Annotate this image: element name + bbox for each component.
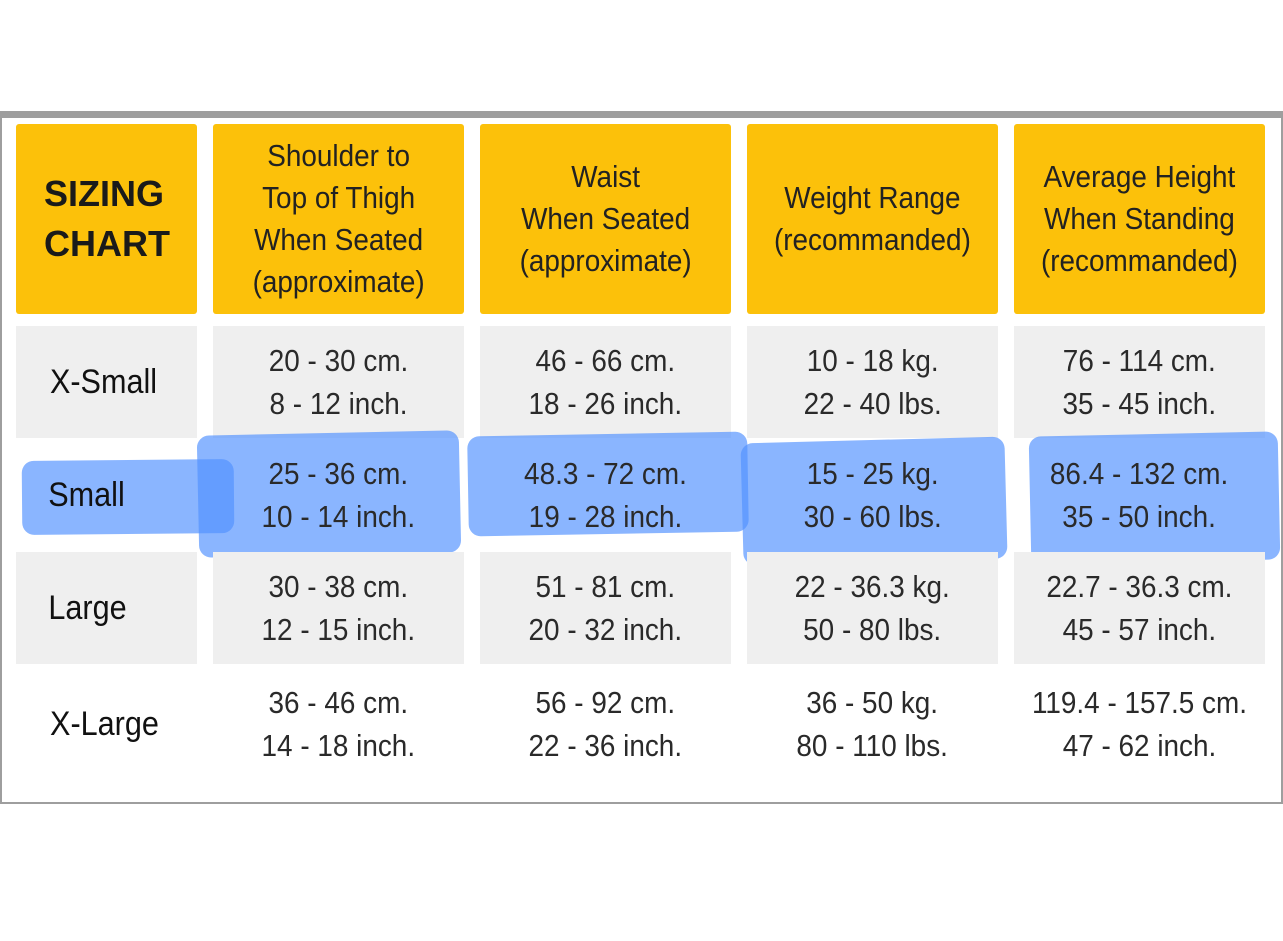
header-line: (recommanded)	[1041, 243, 1238, 278]
table-cell: 36 - 50 kg. 80 - 110 lbs.	[747, 668, 998, 780]
header-line: When Seated	[253, 222, 424, 257]
header-line: (approximate)	[519, 243, 692, 278]
table-cell: 119.4 - 157.5 cm. 47 - 62 inch.	[1014, 668, 1265, 780]
table-cell: 56 - 92 cm. 22 - 36 inch.	[480, 668, 731, 780]
table-cell: 25 - 36 cm. 10 - 14 inch.	[261, 456, 416, 534]
header-line: (approximate)	[252, 264, 425, 299]
table-cell: 36 - 46 cm. 14 - 18 inch.	[213, 668, 464, 780]
title-line: CHART	[44, 223, 170, 264]
header-weight-range: Weight Range (recommanded)	[747, 124, 998, 314]
size-label-x-large: X-Large	[16, 668, 197, 780]
header-line: When Seated	[520, 201, 691, 236]
header-waist: Waist When Seated (approximate)	[480, 124, 731, 314]
table-cell: 15 - 25 kg. 30 - 60 lbs.	[803, 456, 942, 534]
header-line: Weight Range	[784, 180, 961, 215]
table-cell: 46 - 66 cm. 18 - 26 inch.	[480, 326, 731, 438]
header-line: (recommanded)	[774, 222, 971, 257]
table-cell: 51 - 81 cm. 20 - 32 inch.	[480, 552, 731, 664]
size-label-large: Large	[16, 552, 197, 664]
header-line: Waist	[571, 159, 640, 194]
size-label-x-small: X-Small	[16, 326, 197, 438]
header-line: Shoulder to	[267, 138, 410, 173]
sizing-chart-table: SIZING CHART Shoulder to Top of Thigh Wh…	[0, 111, 1283, 804]
table-cell: 10 - 18 kg. 22 - 40 lbs.	[747, 326, 998, 438]
title-line: SIZING	[44, 173, 165, 214]
table-cell: 22.7 - 36.3 cm. 45 - 57 inch.	[1014, 552, 1265, 664]
table-cell: 86.4 - 132 cm. 35 - 50 inch.	[1050, 456, 1229, 534]
size-label-small: Small	[48, 475, 125, 514]
table-cell: 20 - 30 cm. 8 - 12 inch.	[213, 326, 464, 438]
header-shoulder-to-thigh: Shoulder to Top of Thigh When Seated (ap…	[213, 124, 464, 314]
table-cell: 30 - 38 cm. 12 - 15 inch.	[213, 552, 464, 664]
header-line: When Standing	[1044, 201, 1235, 236]
header-line: Average Height	[1043, 159, 1236, 194]
table-cell: 22 - 36.3 kg. 50 - 80 lbs.	[747, 552, 998, 664]
header-line: Top of Thigh	[261, 180, 416, 215]
sizing-chart-title: SIZING CHART	[16, 124, 197, 314]
table-cell: 76 - 114 cm. 35 - 45 inch.	[1014, 326, 1265, 438]
header-average-height: Average Height When Standing (recommande…	[1014, 124, 1265, 314]
table-cell: 48.3 - 72 cm. 19 - 28 inch.	[524, 456, 687, 534]
